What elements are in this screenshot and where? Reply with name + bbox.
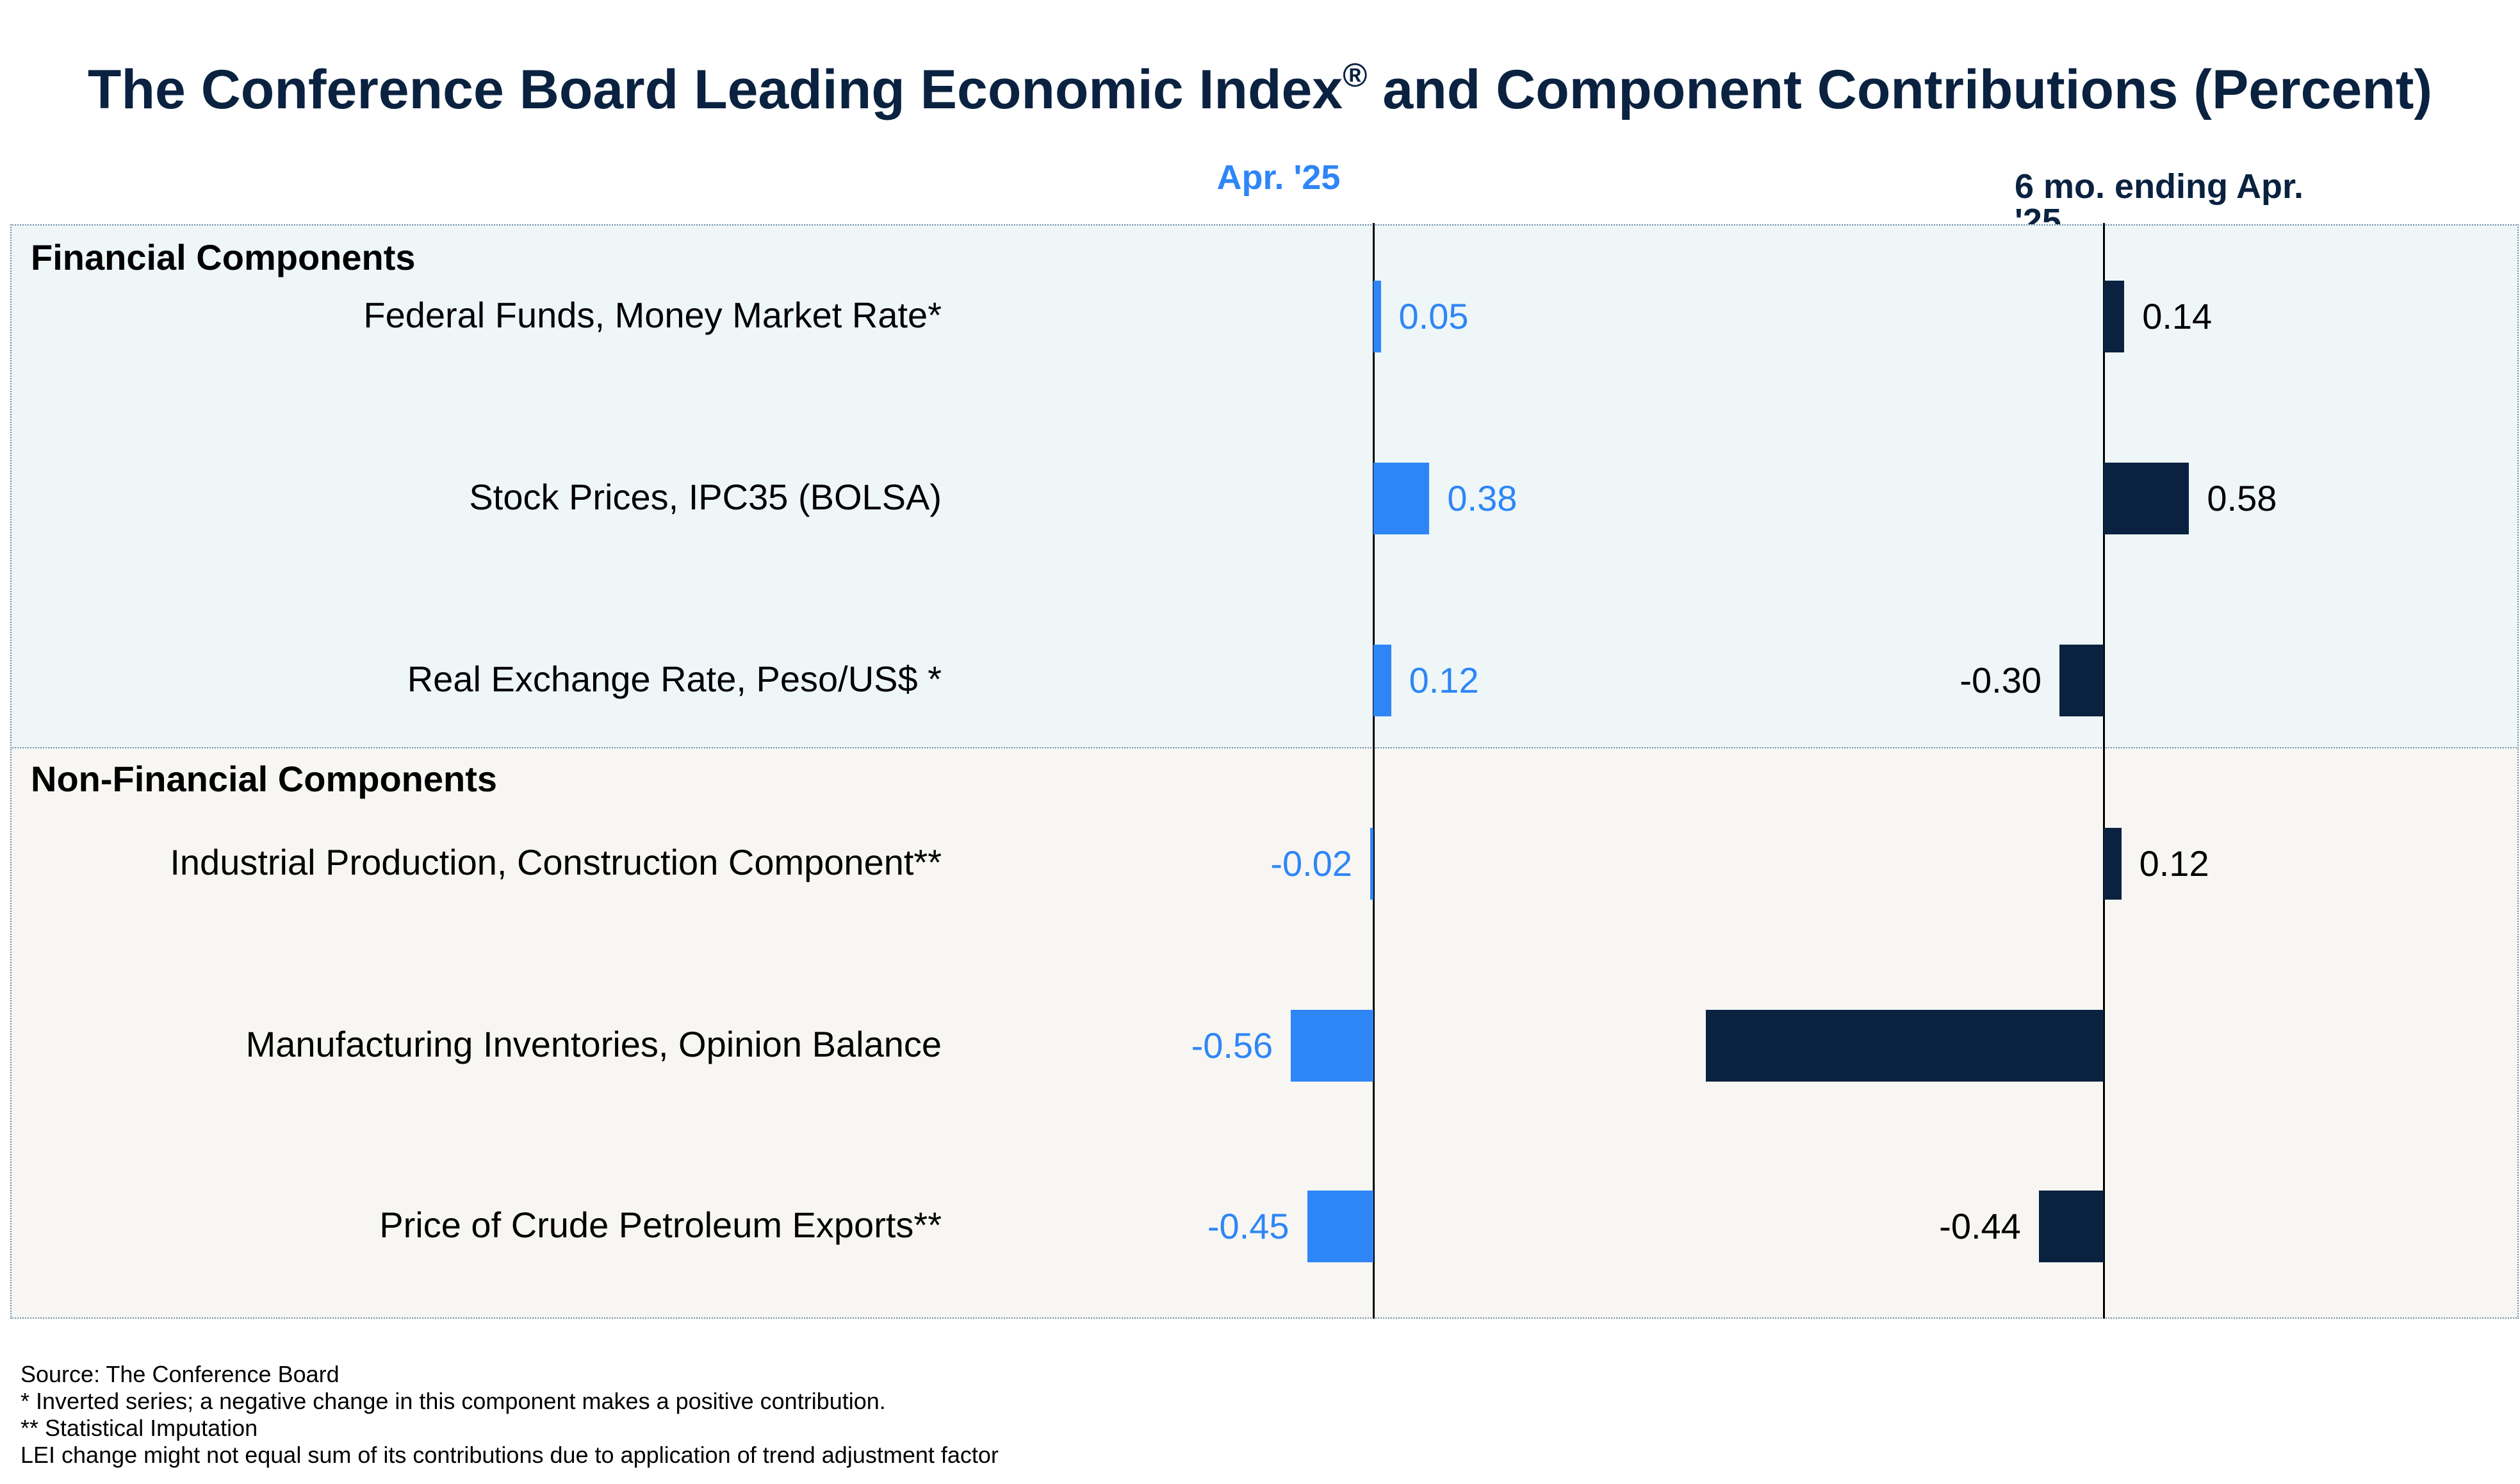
chart-title: The Conference Board Leading Economic In… <box>87 57 2433 120</box>
apr-value-label: 0.05 <box>1398 296 1469 336</box>
apr-bar <box>1373 463 1430 534</box>
six-month-value-label: -0.30 <box>1960 660 2041 700</box>
component-label: Manufacturing Inventories, Opinion Balan… <box>245 1024 942 1064</box>
nonfinancial-components-heading: Non-Financial Components <box>31 759 497 799</box>
six-month-bar <box>2038 1191 2104 1262</box>
apr-bar <box>1373 645 1391 716</box>
component-label: Federal Funds, Money Market Rate* <box>363 295 942 335</box>
six-month-value-label: 0.14 <box>2142 296 2213 336</box>
apr-value-label: -0.02 <box>1270 843 1352 884</box>
six-month-bar <box>1706 1010 2104 1082</box>
six-month-bar <box>2104 463 2189 534</box>
component-label: Real Exchange Rate, Peso/US$ * <box>407 659 942 699</box>
six-month-zero-axis <box>2103 223 2105 1319</box>
apr-bar <box>1373 281 1381 352</box>
footnote-inverted: * Inverted series; a negative change in … <box>20 1388 886 1414</box>
financial-components-heading: Financial Components <box>31 237 416 277</box>
component-label: Stock Prices, IPC35 (BOLSA) <box>469 477 942 517</box>
apr-bar <box>1370 828 1373 900</box>
apr-bar <box>1291 1010 1373 1082</box>
six-month-value-label: 0.12 <box>2139 843 2209 884</box>
apr-value-label: 0.12 <box>1409 660 1479 700</box>
footnote-source: Source: The Conference Board <box>20 1361 340 1387</box>
six-month-bar <box>2104 281 2125 352</box>
apr-value-label: -0.56 <box>1191 1025 1273 1066</box>
apr-value-label: 0.38 <box>1447 478 1518 518</box>
six-month-bar <box>2059 645 2104 716</box>
apr-25-column-header: Apr. '25 <box>1216 158 1341 197</box>
apr-value-label: -0.45 <box>1207 1206 1289 1246</box>
footnote-imputation: ** Statistical Imputation <box>20 1415 258 1441</box>
apr-bar <box>1307 1191 1373 1262</box>
footnotes: Source: The Conference Board * Inverted … <box>20 1361 999 1469</box>
apr-zero-axis <box>1373 223 1375 1319</box>
component-label: Industrial Production, Construction Comp… <box>170 842 942 882</box>
six-month-value-label: 0.58 <box>2207 478 2277 518</box>
footnote-trend: LEI change might not equal sum of its co… <box>20 1442 999 1468</box>
component-label: Price of Crude Petroleum Exports** <box>379 1205 942 1245</box>
six-month-column-header: 6 mo. ending Apr. '25 <box>2015 167 2304 240</box>
six-month-bar <box>2104 828 2122 900</box>
six-month-value-label: -0.44 <box>1939 1206 2021 1246</box>
